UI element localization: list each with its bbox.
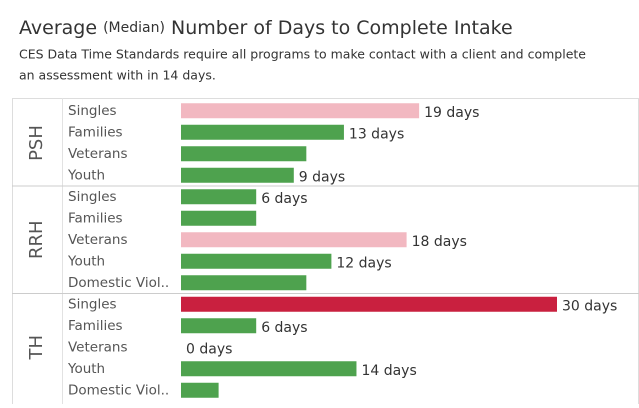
category-label: Families — [68, 124, 123, 140]
title-rest: Number of Days to Complete Intake — [171, 17, 513, 39]
title-main: Average — [19, 17, 97, 39]
category-label: Veterans — [68, 339, 128, 355]
group-label: RRH — [26, 220, 47, 259]
data-label: 6 days — [261, 320, 307, 336]
bar — [181, 210, 257, 226]
category-label: Veterans — [68, 146, 128, 162]
bar — [181, 232, 407, 248]
category-label: Families — [68, 210, 123, 226]
data-label: 6 days — [261, 191, 307, 207]
title-note: (Median) — [103, 20, 165, 36]
bar — [181, 253, 332, 269]
data-label: 13 days — [349, 126, 404, 142]
category-label: Families — [68, 318, 123, 334]
category-label: Singles — [68, 296, 117, 312]
category-label: Youth — [67, 253, 105, 269]
data-label: 30 days — [562, 298, 617, 314]
bar — [181, 146, 307, 162]
data-label: 19 days — [424, 105, 479, 121]
data-label: 9 days — [299, 169, 345, 185]
bar — [181, 103, 420, 119]
group-label: PSH — [26, 125, 47, 161]
bar — [181, 275, 307, 291]
bar — [181, 189, 257, 205]
bar — [181, 361, 357, 377]
subtitle-line: an assessment with in 14 days. — [19, 68, 216, 83]
data-label: 14 days — [361, 363, 416, 379]
group-label: TH — [26, 335, 47, 361]
data-label: 18 days — [412, 234, 467, 250]
bar — [181, 124, 344, 140]
data-label: 12 days — [336, 255, 391, 271]
category-label: Domestic Viol.. — [68, 382, 169, 398]
category-label: Singles — [68, 189, 117, 205]
bar — [181, 296, 557, 312]
category-label: Youth — [67, 167, 105, 183]
category-label: Singles — [68, 103, 117, 119]
bar — [181, 318, 257, 334]
chart-title: Average (Median) Number of Days to Compl… — [19, 17, 513, 39]
bar — [181, 167, 294, 183]
data-label: 0 days — [186, 341, 232, 357]
category-label: Youth — [67, 361, 105, 377]
category-label: Veterans — [68, 232, 128, 248]
subtitle-line: CES Data Time Standards require all prog… — [19, 47, 586, 62]
bar — [181, 382, 219, 398]
category-label: Domestic Viol.. — [68, 275, 169, 291]
